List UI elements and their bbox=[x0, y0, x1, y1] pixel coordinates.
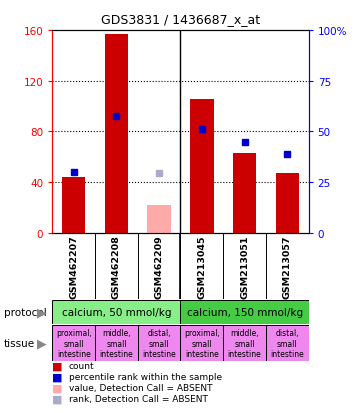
Text: rank, Detection Call = ABSENT: rank, Detection Call = ABSENT bbox=[69, 394, 208, 404]
Bar bbox=[95, 325, 138, 361]
Bar bbox=[266, 325, 309, 361]
Text: distal,
small
intestine: distal, small intestine bbox=[270, 328, 304, 358]
Text: count: count bbox=[69, 361, 94, 370]
Text: ■: ■ bbox=[52, 383, 63, 393]
Text: ▶: ▶ bbox=[37, 337, 46, 350]
Text: tissue: tissue bbox=[4, 338, 35, 348]
Text: proximal,
small
intestine: proximal, small intestine bbox=[56, 328, 92, 358]
Bar bbox=[275, 174, 299, 233]
Text: GDS3831 / 1436687_x_at: GDS3831 / 1436687_x_at bbox=[101, 13, 260, 26]
Text: calcium, 150 mmol/kg: calcium, 150 mmol/kg bbox=[187, 307, 303, 317]
Bar bbox=[223, 325, 266, 361]
Text: percentile rank within the sample: percentile rank within the sample bbox=[69, 372, 222, 381]
Bar bbox=[233, 154, 256, 233]
Text: value, Detection Call = ABSENT: value, Detection Call = ABSENT bbox=[69, 383, 212, 392]
Bar bbox=[138, 325, 180, 361]
Bar bbox=[52, 325, 95, 361]
Text: ▶: ▶ bbox=[37, 306, 46, 319]
Text: ■: ■ bbox=[52, 372, 63, 382]
Text: distal,
small
intestine: distal, small intestine bbox=[142, 328, 176, 358]
Text: middle,
small
intestine: middle, small intestine bbox=[100, 328, 133, 358]
Bar bbox=[62, 178, 86, 233]
Text: GSM213057: GSM213057 bbox=[283, 235, 292, 299]
Text: protocol: protocol bbox=[4, 307, 46, 317]
Text: middle,
small
intestine: middle, small intestine bbox=[228, 328, 261, 358]
Bar bbox=[147, 206, 171, 233]
Text: ■: ■ bbox=[52, 361, 63, 370]
Bar bbox=[190, 99, 214, 233]
Text: GSM213045: GSM213045 bbox=[197, 235, 206, 299]
Bar bbox=[52, 300, 180, 324]
Bar bbox=[180, 325, 223, 361]
Text: proximal,
small
intestine: proximal, small intestine bbox=[184, 328, 220, 358]
Bar bbox=[180, 300, 309, 324]
Text: calcium, 50 mmol/kg: calcium, 50 mmol/kg bbox=[62, 307, 171, 317]
Text: GSM213051: GSM213051 bbox=[240, 235, 249, 299]
Bar bbox=[105, 35, 128, 233]
Text: GSM462208: GSM462208 bbox=[112, 235, 121, 299]
Text: GSM462207: GSM462207 bbox=[69, 235, 78, 299]
Text: ■: ■ bbox=[52, 394, 63, 404]
Text: GSM462209: GSM462209 bbox=[155, 235, 164, 299]
